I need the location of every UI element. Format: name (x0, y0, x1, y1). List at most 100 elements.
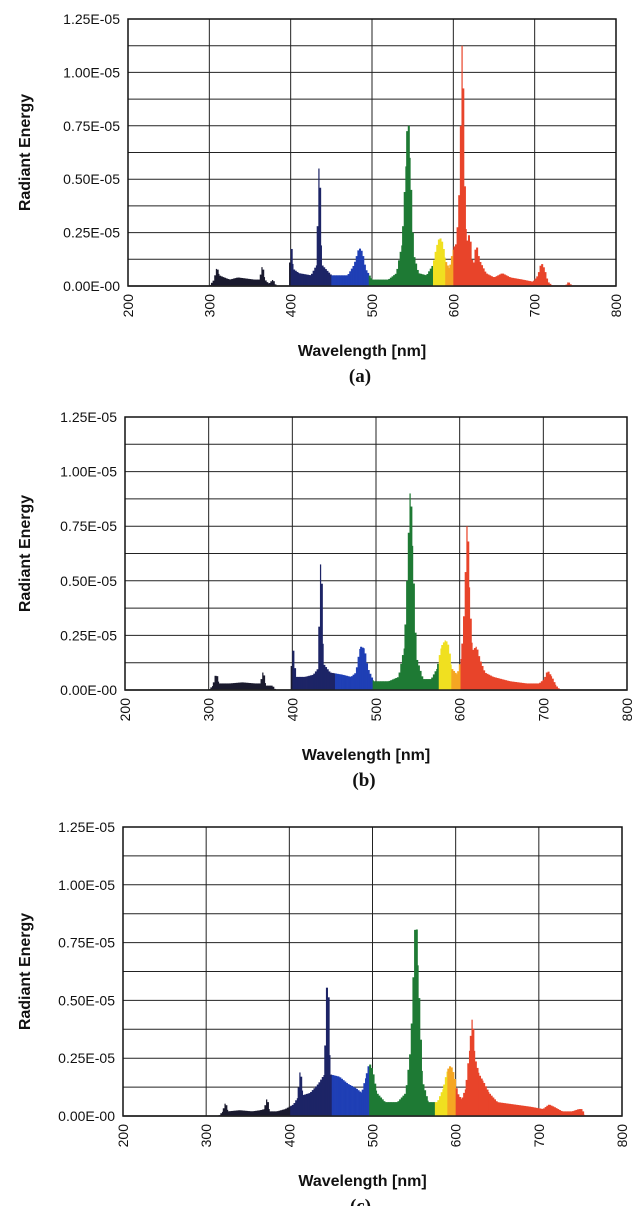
spectrum-bar (319, 187, 322, 286)
spectrum-bar (469, 618, 472, 690)
spectrum-bar (214, 675, 217, 690)
spectrum-bar (250, 279, 253, 286)
y-tick-label: 0.50E-05 (58, 992, 115, 1008)
spectrum-bar (376, 1093, 379, 1116)
spectrum-bar (354, 673, 357, 690)
spectrum-bar (347, 676, 350, 690)
spectrum-bar (399, 1099, 402, 1116)
spectrum-bar (228, 279, 231, 286)
spectrum-bar (560, 1110, 563, 1116)
spectrum-bar (440, 648, 442, 690)
spectrum-bar (396, 677, 399, 690)
spectrum-bar (321, 1077, 324, 1116)
spectrum-bar (365, 663, 369, 690)
spectrum-bar (544, 676, 547, 690)
spectrum-bar (324, 269, 327, 286)
spectrum-bar (380, 681, 383, 690)
spectrum-bar (236, 682, 239, 690)
spectrum-bar (302, 273, 305, 286)
spectrum-bar (547, 671, 550, 690)
spectrum-bar (514, 682, 517, 690)
spectrum-bar (215, 268, 218, 286)
spectrum-bar (338, 674, 341, 690)
spectrum-bar (320, 1079, 323, 1116)
spectrum-bar (503, 274, 506, 286)
spectrum-bar (388, 680, 391, 690)
spectrum-bar (479, 661, 482, 690)
spectrum-bar (510, 277, 513, 286)
spectrum-bar (218, 273, 220, 286)
grid-b (124, 416, 628, 691)
spectrum-bar (479, 261, 482, 286)
spectrum-bar (391, 679, 394, 690)
spectrum-bar (484, 1086, 487, 1116)
spectrum-bar (302, 676, 305, 690)
spectrum-bar (456, 674, 458, 690)
spectrum-bar (539, 265, 542, 286)
spectrum-bar (295, 676, 298, 690)
spectrum-bar (546, 278, 549, 286)
spectrum-bar (492, 1097, 495, 1116)
spectrum-bar (434, 671, 437, 690)
spectrum-bar (292, 650, 295, 690)
spectrum-bar (413, 257, 416, 286)
spectrum-bar (540, 681, 543, 690)
spectrum-bar (294, 668, 297, 690)
spectrum-bar (352, 674, 355, 690)
spectrum-bar (299, 676, 302, 690)
spectrum-bar (533, 280, 536, 286)
spectrum-bar (493, 677, 496, 690)
spectrum-bar (342, 674, 345, 690)
spectrum-bar (360, 250, 363, 286)
spectrum-bar (439, 1096, 442, 1116)
spectrum-bar (467, 541, 470, 690)
spectrum-bar (363, 1083, 366, 1116)
spectrum-bar (550, 676, 553, 690)
spectrum-bar (409, 1054, 412, 1116)
spectrum-bar (272, 1111, 275, 1116)
spectrum-bar (234, 278, 237, 286)
spectrum-bar (318, 1082, 321, 1116)
spectrum-bar (464, 572, 467, 690)
spectrum-bar (406, 580, 409, 690)
spectrum-bar (538, 683, 540, 690)
spectrum-bar (532, 281, 534, 286)
spectrum-bar (270, 685, 273, 690)
spectrum-bar (255, 279, 258, 286)
spectrum-bar (236, 277, 239, 286)
spectrum-bar (390, 680, 393, 690)
spectrum-bar (526, 683, 529, 690)
spectrum-bar (335, 673, 338, 690)
spectrum-bar (239, 277, 242, 286)
spectrum-bar (467, 235, 470, 286)
spectrum-bar (501, 679, 504, 690)
spectrum-bar (247, 682, 250, 690)
spectrum-bar (424, 275, 427, 286)
spectrum-bar (381, 279, 384, 286)
spectrum-bar (290, 248, 293, 286)
spectrum-bar (262, 672, 264, 690)
spectrum-bar (304, 676, 307, 690)
spectrum-bar (386, 681, 389, 690)
x-tick-label: 200 (115, 1124, 131, 1148)
spectrum-bar (477, 256, 480, 286)
spectrum-bar (264, 1105, 267, 1116)
x-tick-label: 600 (452, 698, 468, 722)
spectrum-bar (492, 277, 495, 286)
spectrum-bar (231, 1110, 234, 1116)
spectrum-bar (444, 1077, 447, 1116)
spectrum-bar (398, 260, 401, 286)
spectrum-bar (507, 276, 510, 286)
spectrum-bar (310, 1091, 313, 1116)
spectrum-bar (332, 275, 335, 286)
spectrum-bar (237, 682, 241, 690)
panel-caption: (b) (352, 770, 375, 791)
spectrum-bar (381, 1099, 384, 1116)
spectrum-bar (510, 1104, 513, 1116)
spectrum-bar (378, 279, 381, 286)
spectrum-bar (537, 1108, 540, 1116)
spectrum-bar (327, 997, 330, 1116)
spectrum-bar (383, 279, 386, 286)
y-tick-labels-b: 0.00E-00 0.25E-05 0.50E-05 0.75E-05 1.00E-05… (60, 409, 117, 698)
spectrum-bar (458, 1097, 462, 1116)
